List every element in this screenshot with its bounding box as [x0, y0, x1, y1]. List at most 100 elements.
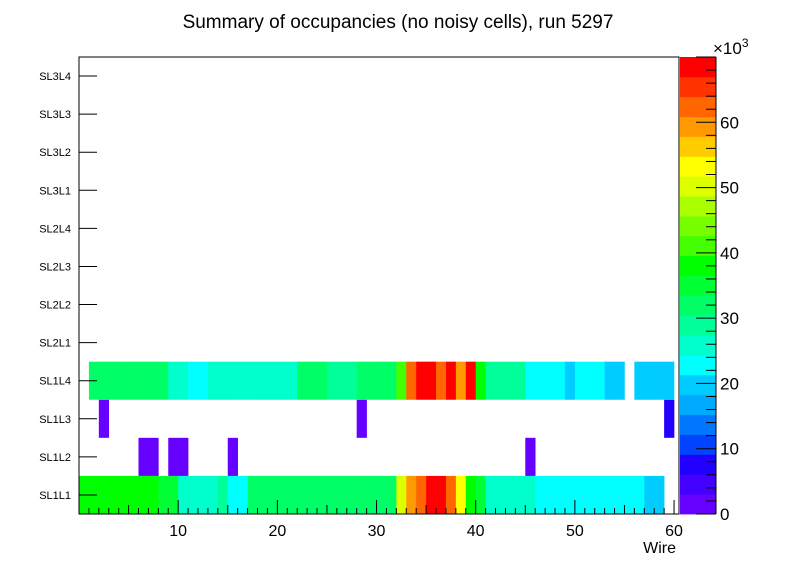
heatmap-cell — [644, 361, 655, 400]
y-tick-label: SL2L3 — [39, 261, 71, 273]
heatmap-cell — [168, 475, 179, 514]
heatmap-cell — [118, 361, 129, 400]
heatmap-cell — [485, 361, 496, 400]
z-tick-label: 30 — [720, 309, 739, 328]
y-axis: SL1L1 SL1L2 SL1L3 SL1L4 SL2L1 SL2L2 SL2L3 SL2L4… — [39, 71, 97, 502]
y-tick-label: SL3L4 — [39, 71, 71, 83]
color-scale-swatch — [680, 474, 716, 495]
heatmap-cell — [188, 361, 199, 400]
color-scale-swatch — [680, 215, 716, 237]
heatmap-cell — [604, 361, 615, 400]
color-scale-swatch — [680, 355, 716, 376]
color-scale-swatch — [680, 156, 716, 177]
color-scale-swatch — [680, 315, 716, 336]
z-multiplier: ×103 — [713, 36, 749, 58]
heatmap-cell — [416, 475, 427, 514]
color-scale-swatch — [680, 434, 716, 455]
heatmap-cell — [535, 361, 546, 400]
heatmap-cell — [555, 361, 566, 400]
plot-frame — [78, 56, 680, 515]
heatmap-cell — [465, 475, 476, 514]
heatmap-cell — [614, 361, 625, 400]
heatmap-cell — [217, 475, 229, 514]
heatmap-cell — [326, 475, 338, 514]
color-scale-swatch — [680, 414, 716, 435]
heatmap-cell — [574, 475, 586, 514]
heatmap-cell — [138, 361, 149, 400]
heatmap-cell — [664, 399, 675, 438]
heatmap-cell — [158, 361, 169, 400]
heatmap-cell — [574, 361, 586, 400]
heatmap-cell — [188, 475, 199, 514]
heatmap-cell — [118, 475, 129, 514]
color-scale-swatch — [680, 494, 716, 515]
y-tick-label: SL2L4 — [39, 223, 71, 235]
color-scale-swatch — [680, 96, 716, 118]
color-scale-swatch — [680, 76, 716, 98]
color-scale-swatch — [680, 454, 716, 475]
heatmap-cell — [465, 361, 476, 400]
chart-title: Summary of occupancies (no noisy cells),… — [183, 12, 614, 33]
heatmap-cell — [346, 475, 357, 514]
heatmap-cell — [257, 361, 268, 400]
heatmap-cell — [247, 475, 258, 514]
heatmap-cell — [475, 361, 486, 400]
heatmap-cell — [178, 437, 189, 476]
color-scale-swatch — [680, 57, 716, 78]
z-multiplier-base: ×10 — [713, 39, 742, 58]
heatmap-cell — [267, 361, 278, 400]
heatmap-cell — [624, 475, 635, 514]
y-tick-label: SL1L1 — [39, 490, 71, 502]
heatmap-cell — [277, 361, 288, 400]
heatmap-cell — [297, 361, 308, 400]
heatmap-cell — [475, 475, 486, 514]
heatmap-cell — [217, 361, 229, 400]
heatmap-cell — [386, 475, 397, 514]
heatmap-cell — [138, 475, 149, 514]
heatmap-cell — [317, 475, 328, 514]
heatmap-cell — [594, 475, 605, 514]
heatmap-cell — [356, 399, 367, 438]
heatmap-cell — [108, 361, 119, 400]
x-tick-label: 10 — [169, 523, 187, 540]
z-multiplier-exponent: 3 — [742, 36, 749, 50]
heatmap-cell — [336, 361, 348, 400]
heatmap-cell — [604, 475, 615, 514]
heatmap-cell — [455, 475, 467, 514]
x-tick-label: 30 — [368, 523, 386, 540]
heatmap-cell — [247, 361, 258, 400]
heatmap-cell — [634, 475, 645, 514]
heatmap-cell — [178, 475, 189, 514]
z-tick-label: 60 — [720, 113, 739, 132]
z-tick-label: 0 — [720, 505, 729, 524]
heatmap-cell — [644, 475, 655, 514]
heatmap-cell — [307, 475, 318, 514]
color-scale-swatch — [680, 255, 716, 276]
heatmap-cell — [287, 361, 298, 400]
heatmap-cell — [445, 475, 457, 514]
y-tick-label: SL1L4 — [39, 376, 71, 388]
heatmap-cell — [664, 361, 675, 400]
heatmap-cell — [445, 361, 457, 400]
x-tick-label: 60 — [665, 523, 683, 540]
heatmap-cell — [356, 361, 367, 400]
heatmap-cell — [148, 437, 159, 476]
color-scale-swatch — [680, 235, 716, 257]
color-scale-swatch — [680, 374, 716, 396]
heatmap-cell — [614, 475, 625, 514]
heatmap-cell — [436, 475, 447, 514]
heatmap-cell — [267, 475, 278, 514]
heatmap-cell — [515, 361, 526, 400]
heatmap-cell — [505, 361, 516, 400]
heatmap-cell — [178, 361, 189, 400]
heatmap-cell — [307, 361, 318, 400]
y-tick-label: SL1L2 — [39, 452, 71, 464]
heatmap-cell — [654, 361, 665, 400]
heatmap-cell — [257, 475, 268, 514]
heatmap-cell — [138, 437, 149, 476]
heatmap-cell — [535, 475, 546, 514]
heatmap-cell — [227, 361, 238, 400]
z-tick-label: 50 — [720, 179, 739, 198]
x-axis: 10 20 30 40 50 60 — [88, 500, 683, 540]
